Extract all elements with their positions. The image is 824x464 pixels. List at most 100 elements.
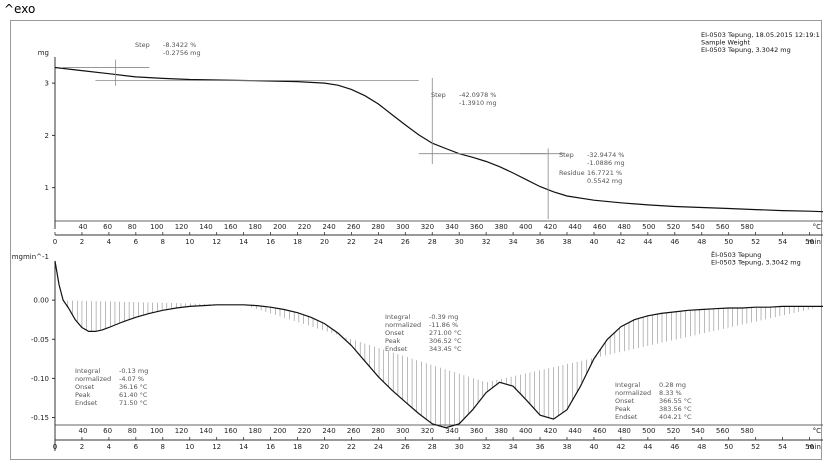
time-tick-label: 48 (697, 443, 706, 451)
time-tick-label: 22 (347, 443, 356, 451)
time-tick-label: 40 (589, 443, 598, 451)
time-tick-label: 40 (589, 238, 598, 246)
temperature-tick-label: 560 (716, 427, 729, 435)
temperature-tick-label: 400 (519, 427, 532, 435)
time-tick-label: 2 (80, 238, 84, 246)
temperature-tick-label: 140 (199, 427, 212, 435)
time-tick-label: 2 (80, 443, 84, 451)
y-axis-unit: mg (38, 49, 49, 57)
temperature-tick-label: 360 (470, 223, 483, 231)
peak-annotation-label: Peak (385, 337, 401, 345)
dtg-curve (54, 260, 823, 429)
temperature-tick-label: 40 (79, 223, 88, 231)
residue-label: Residue (559, 169, 585, 177)
step-label: Step (431, 91, 446, 99)
peak-annotation-label: Integral (75, 367, 100, 375)
temperature-tick-label: 340 (445, 427, 458, 435)
time-tick-label: 18 (293, 238, 302, 246)
temperature-tick-label: 80 (128, 223, 137, 231)
time-tick-label: 8 (161, 238, 165, 246)
peak-annotation-value: 0.28 mg (659, 381, 686, 389)
time-tick-label: 50 (724, 443, 733, 451)
y-tick-label: -0.05 (31, 336, 49, 344)
time-tick-label: 26 (401, 443, 410, 451)
temperature-tick-label: 380 (495, 427, 508, 435)
temperature-tick-label: 340 (445, 223, 458, 231)
time-axis-unit: min (808, 238, 821, 246)
peak-annotation-value: 366.55 °C (659, 397, 692, 405)
time-tick-label: 20 (320, 238, 329, 246)
time-tick-label: 28 (428, 238, 437, 246)
temperature-tick-label: 420 (544, 427, 557, 435)
time-tick-label: 16 (266, 238, 275, 246)
time-tick-label: 36 (536, 443, 545, 451)
peak-annotation-value: 343.45 °C (429, 345, 462, 353)
step-value: -0.2756 mg (163, 49, 201, 57)
step-label: Step (135, 41, 150, 49)
dtg-header-line: EI-0503 Tepung, 3.3042 mg (711, 259, 801, 267)
temperature-tick-label: 560 (716, 223, 729, 231)
time-tick-label: 18 (293, 443, 302, 451)
time-tick-label: 44 (643, 443, 652, 451)
peak-annotation-value: 271.00 °C (429, 329, 462, 337)
time-tick-label: 52 (751, 238, 760, 246)
temperature-tick-label: 580 (741, 427, 754, 435)
temperature-tick-label: 440 (568, 427, 581, 435)
peak-annotation-label: Peak (75, 391, 91, 399)
time-tick-label: 52 (751, 443, 760, 451)
time-tick-label: 30 (455, 238, 464, 246)
y-tick-label: -0.15 (31, 414, 49, 422)
temperature-tick-label: 240 (322, 427, 335, 435)
time-tick-label: 0 (53, 443, 57, 451)
temperature-tick-label: 500 (642, 223, 655, 231)
temperature-tick-label: 320 (421, 223, 434, 231)
tga-header-line: EI-0503 Tepung, 3.3042 mg (701, 46, 791, 54)
peak-annotation-label: Endset (75, 399, 98, 407)
time-tick-label: 44 (643, 238, 652, 246)
temperature-tick-label: 580 (741, 223, 754, 231)
temperature-tick-label: 480 (618, 427, 631, 435)
temperature-tick-label: 100 (150, 427, 163, 435)
step-value: -1.3910 mg (459, 99, 497, 107)
tga-header-line: EI-0503 Tepung, 18.05.2015 12:19:1 (701, 31, 820, 39)
time-tick-label: 12 (212, 238, 221, 246)
temperature-tick-label: 300 (396, 223, 409, 231)
temperature-tick-label: 500 (642, 427, 655, 435)
temperature-tick-label: 120 (175, 427, 188, 435)
peak-annotation-value: -4.07 % (119, 375, 144, 383)
time-tick-label: 6 (134, 443, 139, 451)
temperature-tick-label: 280 (372, 427, 385, 435)
temperature-tick-label: 300 (396, 427, 409, 435)
time-tick-label: 0 (53, 238, 57, 246)
time-tick-label: 34 (509, 443, 518, 451)
peak-annotation-value: 306.52 °C (429, 337, 462, 345)
y-tick-label: 2 (45, 132, 49, 140)
time-tick-label: 32 (482, 443, 491, 451)
temperature-tick-label: 460 (593, 223, 606, 231)
peak-annotation-label: Onset (385, 329, 405, 337)
temperature-tick-label: 140 (199, 223, 212, 231)
dtg-header-line: ЁI-0503 Tepung (711, 250, 761, 259)
temperature-tick-label: 460 (593, 427, 606, 435)
time-tick-label: 6 (134, 238, 139, 246)
y-tick-label: 3 (45, 80, 49, 88)
peak-annotation-value: -0.39 mg (429, 313, 458, 321)
peak-annotation-label: normalized (75, 375, 111, 383)
temperature-tick-label: 60 (103, 223, 112, 231)
time-tick-label: 36 (536, 238, 545, 246)
temperature-tick-label: 100 (150, 223, 163, 231)
step-label: Step (559, 151, 574, 159)
step-value: -1.0886 mg (587, 159, 625, 167)
time-tick-label: 48 (697, 238, 706, 246)
temperature-tick-label: 420 (544, 223, 557, 231)
temperature-tick-label: 320 (421, 427, 434, 435)
time-tick-label: 14 (239, 443, 248, 451)
time-tick-label: 24 (374, 238, 383, 246)
step-value: -32.9474 % (587, 151, 624, 159)
step-value: -42.0978 % (459, 91, 496, 99)
residue-value: 16.7721 % (587, 169, 622, 177)
peak-annotation-label: Onset (615, 397, 635, 405)
chart-frame: 1 2 3 mg 40 60 80 100 120 140 160 180 200 220 240 260 28… (10, 20, 823, 460)
temperature-tick-label: 260 (347, 427, 360, 435)
peak-annotation-value: 404.21 °C (659, 413, 692, 421)
